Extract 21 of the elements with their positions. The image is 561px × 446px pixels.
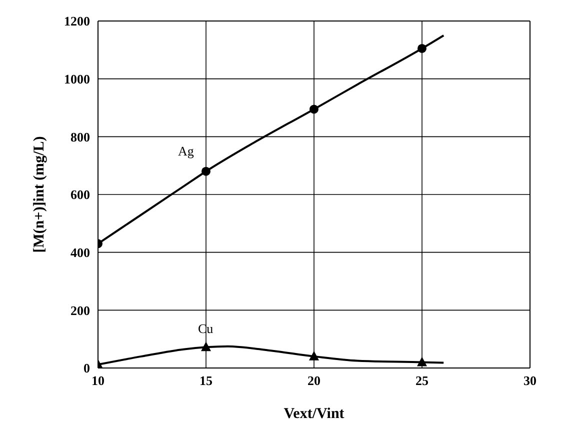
x-axis-title: Vext/Vint [284,406,344,422]
x-tick-label: 15 [200,373,213,388]
x-tick-label: 30 [524,373,536,388]
x-tick-label: 10 [92,373,104,388]
y-tick-label: 800 [70,129,90,144]
y-tick-label: 200 [70,302,90,318]
point [309,350,319,360]
x-tick-label: 20 [308,373,320,388]
y-tick-label: 1000 [64,71,90,86]
y-tick-label: 400 [70,244,90,260]
y-tick-label: 0 [84,360,90,376]
y-tick-label: 1200 [64,14,90,29]
point [202,166,210,176]
y-tick-label: 600 [70,187,90,202]
y-axis-title: [M(n+)]int (mg/L) [31,136,48,253]
point [310,104,318,114]
point [201,342,211,352]
point [417,356,427,366]
point [418,44,426,53]
x-tick-label: 25 [416,373,429,388]
series-label: Ag [178,143,194,158]
